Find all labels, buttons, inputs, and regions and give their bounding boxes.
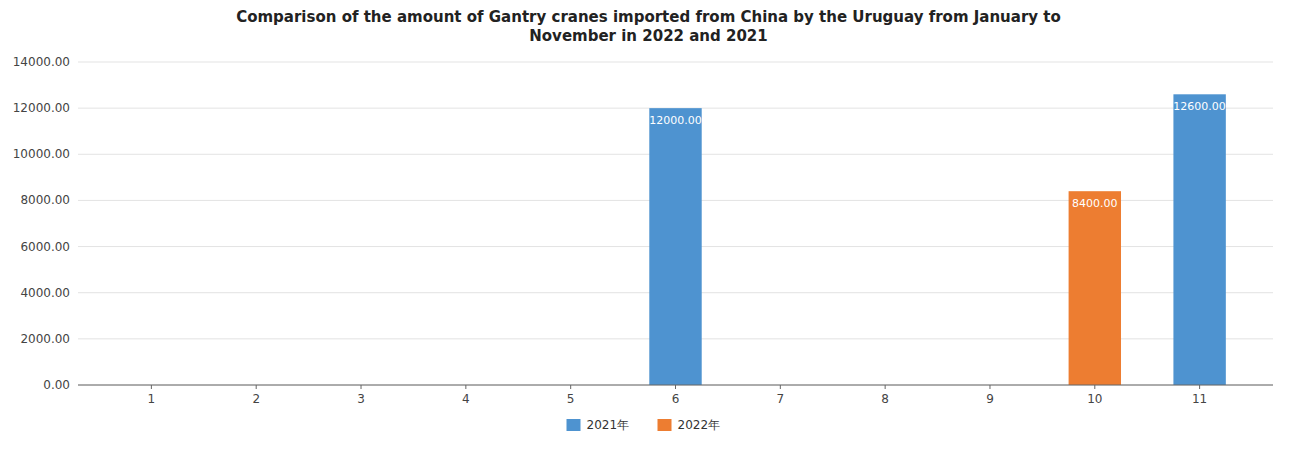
x-tick bbox=[780, 385, 781, 389]
y-tick-label: 6000.00 bbox=[20, 240, 70, 254]
x-tick-label: 5 bbox=[567, 392, 575, 406]
x-tick-label: 8 bbox=[881, 392, 889, 406]
bar bbox=[649, 108, 701, 385]
y-tick-label: 12000.00 bbox=[13, 101, 70, 115]
bar bbox=[1173, 94, 1225, 385]
x-tick bbox=[1199, 385, 1200, 389]
x-tick bbox=[989, 385, 990, 389]
x-tick bbox=[361, 385, 362, 389]
x-tick bbox=[675, 385, 676, 389]
grid bbox=[78, 62, 1273, 385]
x-tick bbox=[256, 385, 257, 389]
legend: 2021年 2022年 bbox=[567, 418, 721, 432]
y-tick-label: 0.00 bbox=[43, 378, 70, 392]
x-tick-label: 4 bbox=[462, 392, 470, 406]
legend-swatch bbox=[658, 419, 672, 431]
x-tick-label: 2 bbox=[252, 392, 260, 406]
x-tick-label: 1 bbox=[148, 392, 156, 406]
bars bbox=[649, 94, 1226, 385]
x-tick bbox=[465, 385, 466, 389]
y-tick-label: 14000.00 bbox=[13, 55, 70, 69]
x-tick bbox=[570, 385, 571, 389]
legend-label: 2022年 bbox=[678, 418, 721, 432]
title-line: November in 2022 and 2021 bbox=[529, 27, 768, 45]
x-axis: 1 2 3 4 5 6 7 8 9 10 11 bbox=[78, 385, 1273, 406]
x-tick-label: 3 bbox=[357, 392, 365, 406]
data-label: 12600.00 bbox=[1173, 100, 1226, 113]
x-tick-label: 6 bbox=[672, 392, 680, 406]
y-tick-label: 10000.00 bbox=[13, 147, 70, 161]
bar bbox=[1069, 191, 1121, 385]
y-axis: 0.00 2000.00 4000.00 6000.00 8000.00 10000.00… bbox=[13, 55, 70, 392]
x-tick-label: 9 bbox=[986, 392, 994, 406]
data-label: 8400.00 bbox=[1072, 197, 1118, 210]
x-tick bbox=[151, 385, 152, 389]
y-tick-label: 8000.00 bbox=[20, 193, 70, 207]
x-tick bbox=[885, 385, 886, 389]
y-tick-label: 2000.00 bbox=[20, 332, 70, 346]
x-tick-label: 10 bbox=[1087, 392, 1102, 406]
background bbox=[0, 0, 1297, 451]
grid-line bbox=[78, 62, 1273, 63]
legend-label: 2021年 bbox=[587, 418, 630, 432]
chart-container: Comparison of the amount of Gantry crane… bbox=[0, 0, 1297, 451]
title: Comparison of the amount of Gantry crane… bbox=[236, 8, 1061, 45]
x-tick-label: 11 bbox=[1192, 392, 1207, 406]
chart-svg: Comparison of the amount of Gantry crane… bbox=[0, 0, 1297, 451]
x-tick-label: 7 bbox=[777, 392, 785, 406]
data-label: 12000.00 bbox=[649, 114, 702, 127]
legend-swatch bbox=[567, 419, 581, 431]
title-line: Comparison of the amount of Gantry crane… bbox=[236, 8, 1061, 26]
x-tick bbox=[1094, 385, 1095, 389]
data-labels: 12000.00 12600.00 8400.00 bbox=[649, 100, 1226, 210]
y-tick-label: 4000.00 bbox=[20, 286, 70, 300]
